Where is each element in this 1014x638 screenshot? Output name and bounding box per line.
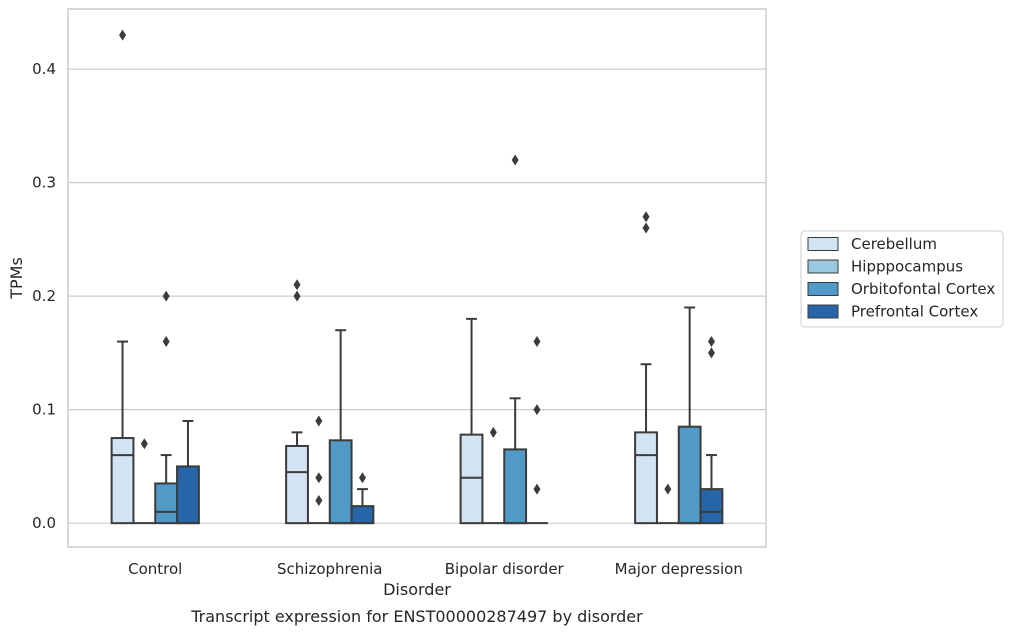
box-0-1 bbox=[285, 279, 309, 525]
legend-label: Orbitofontal Cortex bbox=[851, 280, 995, 298]
outlier-point bbox=[533, 483, 541, 495]
outlier-point bbox=[707, 336, 715, 348]
box-3-3 bbox=[699, 336, 724, 525]
legend-label: Hipppocampus bbox=[851, 258, 963, 276]
y-tick-label: 0.3 bbox=[32, 174, 56, 192]
outlier-point bbox=[642, 222, 650, 234]
y-tick-label: 0.0 bbox=[32, 514, 56, 532]
y-tick-label: 0.1 bbox=[32, 401, 56, 419]
legend-swatch bbox=[807, 282, 839, 296]
outlier-point bbox=[315, 472, 323, 484]
box-3-0 bbox=[176, 420, 200, 525]
outlier-point bbox=[162, 336, 170, 348]
outlier-point bbox=[489, 426, 497, 438]
legend-swatch bbox=[807, 304, 839, 319]
plot-frame bbox=[67, 8, 767, 548]
y-tick-label: 0.2 bbox=[32, 287, 56, 305]
box-rect bbox=[699, 488, 724, 525]
outlier-point bbox=[533, 336, 541, 348]
box-0-2 bbox=[459, 317, 484, 525]
outlier-point bbox=[358, 472, 366, 484]
box-0-3 bbox=[634, 211, 658, 525]
x-tick-label: Control bbox=[128, 560, 182, 578]
outlier-point bbox=[119, 29, 127, 41]
x-axis-label: Disorder bbox=[383, 580, 451, 599]
outlier-point bbox=[664, 483, 672, 495]
legend-label: Cerebellum bbox=[851, 235, 937, 253]
box-rect bbox=[459, 433, 484, 525]
box-series bbox=[110, 29, 724, 525]
legend: Cerebellum Hipppocampus Orbitofontal Corte… bbox=[800, 230, 1004, 328]
outlier-point bbox=[293, 290, 301, 302]
box-rect bbox=[285, 444, 309, 525]
outlier-point bbox=[293, 279, 301, 291]
box-3-1 bbox=[350, 472, 375, 525]
box-2-1 bbox=[328, 329, 353, 525]
box-0-0 bbox=[110, 29, 135, 525]
outlier-point bbox=[140, 438, 148, 450]
chart-caption: Transcript expression for ENST0000028749… bbox=[190, 607, 643, 626]
outlier-point bbox=[315, 415, 323, 427]
box-1-3 bbox=[656, 483, 679, 525]
x-tick-label: Schizophrenia bbox=[277, 560, 382, 578]
y-tick-label: 0.4 bbox=[32, 60, 56, 78]
box-rect bbox=[677, 425, 702, 525]
outlier-point bbox=[162, 290, 170, 302]
box-rect bbox=[110, 437, 135, 525]
box-2-0 bbox=[154, 290, 179, 525]
outlier-point bbox=[511, 154, 519, 166]
box-2-2 bbox=[503, 154, 528, 525]
x-tick-label: Bipolar disorder bbox=[445, 560, 565, 578]
outlier-point bbox=[315, 494, 323, 506]
box-rect bbox=[350, 505, 375, 525]
box-rect bbox=[154, 482, 179, 525]
legend-swatch bbox=[807, 259, 839, 274]
outlier-point bbox=[642, 211, 650, 223]
box-1-1 bbox=[307, 415, 330, 525]
legend-label: Prefrontal Cortex bbox=[851, 303, 978, 321]
box-rect bbox=[176, 465, 200, 525]
x-tick-label: Major depression bbox=[615, 560, 743, 578]
y-tick-labels: 0.0 0.1 0.2 0.3 0.4 bbox=[32, 60, 56, 532]
x-tick-labels: Control Schizophrenia Bipolar disorder Majo… bbox=[128, 560, 743, 578]
box-3-2 bbox=[526, 336, 548, 525]
box-rect bbox=[634, 431, 658, 525]
box-2-3 bbox=[677, 306, 702, 525]
box-1-2 bbox=[482, 426, 505, 525]
box-rect bbox=[328, 439, 353, 525]
box-1-0 bbox=[133, 438, 156, 525]
legend-frame bbox=[800, 230, 1004, 328]
outlier-point bbox=[707, 347, 715, 359]
outlier-point bbox=[533, 404, 541, 416]
box-rect bbox=[503, 448, 528, 525]
y-axis-label: TPMs bbox=[7, 257, 26, 300]
legend-swatch bbox=[807, 237, 839, 251]
